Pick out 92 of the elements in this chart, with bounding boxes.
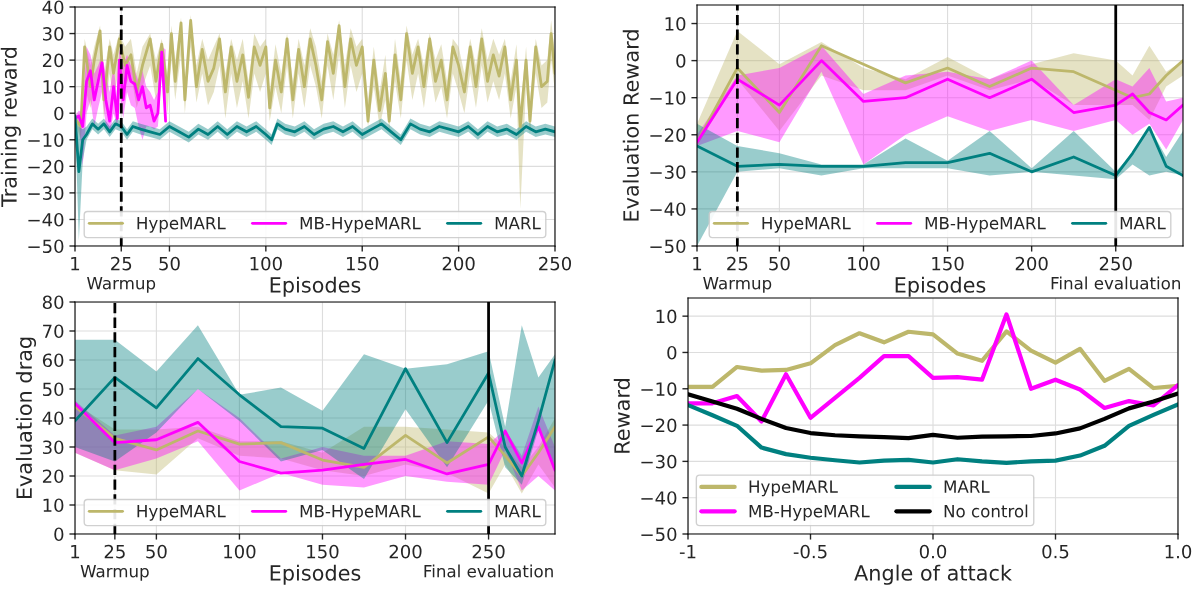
y-tick-label: 20 [42, 53, 64, 68]
y-tick-label: −40 [641, 491, 677, 505]
legend-label: MARL [944, 480, 990, 493]
y-axis-title: Training reward [0, 47, 21, 208]
x-tick-label: -1 [679, 544, 696, 559]
y-tick-label: 30 [42, 440, 64, 455]
x-tick-label: 200 [389, 544, 422, 559]
x-tick-label: -0.5 [793, 544, 827, 559]
y-axis-title: Evaluation Reward [622, 30, 639, 221]
line-series [75, 18, 555, 128]
ref-line-label: Warmup [80, 565, 149, 581]
ref-line-label: Warmup [87, 277, 156, 293]
line-series [697, 125, 1183, 177]
x-tick-label: 150 [346, 256, 379, 271]
ref-line-label: Final evaluation [1051, 276, 1181, 290]
legend-label: MB-HypeMARL [925, 217, 1046, 233]
y-tick-label: 20 [42, 469, 64, 484]
line-series [688, 312, 1178, 424]
y-tick-label: 40 [42, 0, 64, 15]
y-tick-label: −40 [650, 202, 686, 217]
line-series [75, 50, 167, 128]
y-tick-label: −20 [28, 159, 64, 174]
y-tick-label: 0 [667, 345, 677, 360]
y-tick-label: 70 [43, 324, 64, 339]
ref-line-label: Warmup [703, 277, 772, 293]
ref-line-label: Final evaluation [424, 564, 553, 578]
legend-label: MB-HypeMARL [749, 505, 870, 521]
y-tick-label: 0 [54, 527, 64, 542]
legend-label: MARL [495, 505, 541, 518]
x-axis-title: Episodes [270, 564, 361, 585]
y-tick-label: 60 [42, 353, 64, 368]
x-tick-label: 1 [693, 256, 702, 271]
y-tick-label: −10 [641, 382, 677, 396]
y-tick-label: −10 [28, 133, 64, 147]
x-tick-label: 25 [111, 256, 132, 271]
y-tick-label: 10 [43, 498, 64, 513]
x-tick-label: 100 [848, 256, 880, 271]
y-tick-label: 50 [43, 382, 64, 397]
y-tick-label: −40 [28, 212, 64, 227]
x-tick-label: 50 [159, 256, 180, 271]
y-axis-title: Reward [613, 379, 630, 453]
y-axis-title: Evaluation drag [15, 337, 37, 499]
x-tick-label: 0.5 [1042, 544, 1069, 559]
x-tick-label: 1 [71, 256, 80, 271]
y-tick-label: −10 [650, 91, 686, 105]
x-tick-label: 100 [250, 256, 282, 271]
x-tick-label: 150 [932, 256, 964, 271]
x-tick-label: 50 [146, 544, 167, 559]
legend-label: HypeMARL [137, 217, 226, 233]
y-tick-label: −20 [641, 418, 677, 433]
x-tick-label: 200 [1015, 256, 1048, 271]
x-tick-label: 1 [71, 544, 80, 559]
x-tick-label: 250 [1099, 256, 1132, 271]
legend-label: HypeMARL [762, 217, 851, 233]
y-tick-label: 10 [665, 17, 686, 31]
y-tick-label: 0 [54, 106, 64, 121]
y-tick-label: 10 [656, 309, 677, 324]
x-tick-label: 200 [442, 256, 475, 271]
x-axis-title: Episodes [270, 276, 361, 297]
x-axis-title: Angle of attack [854, 564, 1012, 585]
legend-label: MARL [1120, 217, 1166, 230]
line-series [75, 357, 555, 478]
x-tick-label: 50 [769, 256, 790, 271]
x-tick-label: 1.0 [1165, 544, 1192, 559]
x-tick-label: 100 [224, 544, 256, 559]
x-tick-label: 25 [104, 544, 125, 559]
y-tick-label: −30 [28, 186, 64, 201]
x-tick-label: 25 [727, 256, 748, 271]
x-tick-label: 250 [472, 544, 505, 559]
x-tick-label: 150 [307, 544, 339, 559]
x-tick-label: 250 [539, 256, 572, 271]
x-tick-label: 0.0 [919, 544, 947, 559]
y-tick-label: 30 [42, 27, 64, 41]
legend-label: HypeMARL [749, 480, 838, 497]
legend-label: MB-HypeMARL [300, 217, 421, 233]
line-series [688, 402, 1178, 465]
y-tick-label: −50 [641, 527, 677, 542]
legend-label: MB-HypeMARL [300, 505, 421, 521]
y-tick-label: −50 [28, 239, 64, 254]
legend-label: No control [944, 504, 1028, 518]
legend-label: MARL [495, 217, 541, 230]
y-tick-label: 0 [676, 54, 686, 68]
y-tick-label: −30 [650, 165, 686, 179]
y-tick-label: −30 [641, 454, 677, 469]
y-tick-label: 40 [42, 411, 64, 426]
y-tick-label: −20 [650, 128, 686, 142]
y-tick-label: 80 [42, 295, 64, 310]
x-axis-title: Episodes [895, 276, 986, 297]
legend-label: HypeMARL [137, 505, 226, 521]
y-tick-label: −50 [650, 239, 686, 254]
line-series [688, 329, 1178, 391]
y-tick-label: 10 [43, 80, 64, 94]
